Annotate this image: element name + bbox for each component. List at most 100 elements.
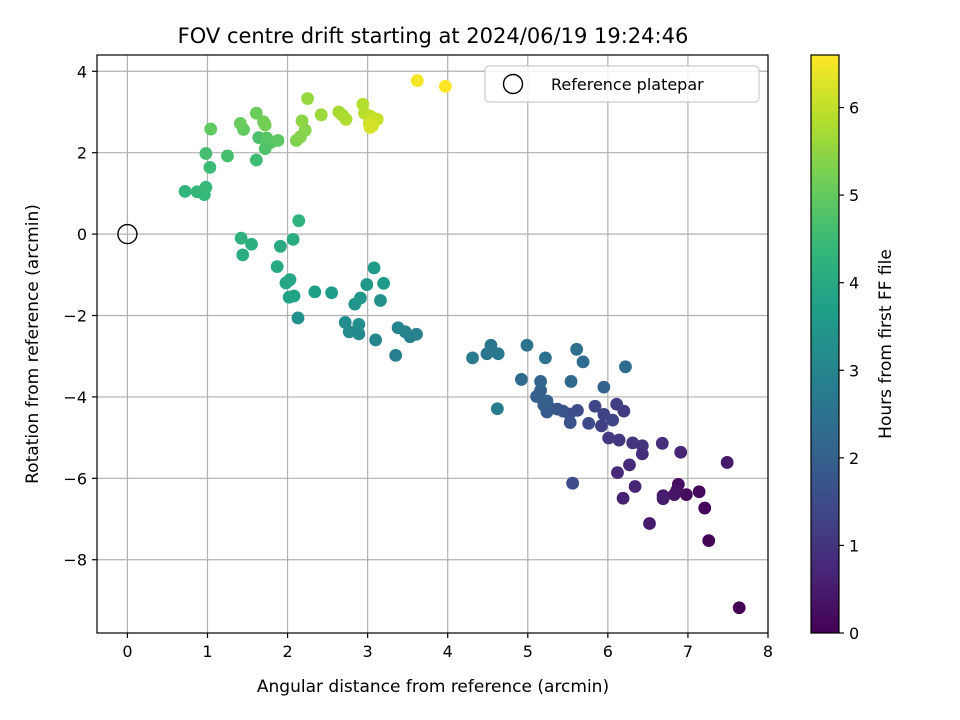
data-point [389,348,403,362]
data-point [480,347,494,361]
y-tick-label: −6 [63,469,87,488]
data-point [438,79,452,93]
data-point [540,394,554,408]
data-point [698,501,712,515]
data-point [588,399,602,413]
data-point [720,456,734,469]
data-point [363,121,377,134]
data-point [325,286,339,300]
data-point [245,237,258,251]
y-tick-label: −2 [63,307,87,326]
data-point [612,433,626,447]
data-point [563,416,577,429]
colorbar-label: Hours from first FF file [876,249,896,439]
data-point [271,134,285,147]
reference-marker-group [117,223,138,245]
x-tick-label: 7 [683,642,693,661]
data-point [204,122,218,136]
data-point [249,153,263,167]
data-point [236,248,250,262]
data-point [674,445,688,459]
chart-title: FOV centre drift starting at 2024/06/19 … [178,24,689,48]
x-tick-label: 4 [443,642,453,661]
x-tick-label: 0 [122,642,132,661]
data-point [178,184,192,198]
data-point [597,380,611,394]
data-point [643,517,656,530]
y-tick-label: −4 [63,388,87,407]
data-point [692,485,706,499]
data-point [352,318,366,331]
data-point [199,147,213,160]
data-point [287,289,301,303]
y-tick-label: 4 [77,62,87,81]
data-point [582,416,596,430]
data-point [391,321,405,335]
data-point [374,294,387,307]
legend: Reference platepar [484,65,760,103]
data-point [626,436,640,450]
data-point [655,436,669,450]
data-point [616,491,630,505]
data-point [301,92,314,105]
data-point [623,458,636,472]
data-point [514,373,528,386]
data-point [635,439,649,453]
y-tick-label: 0 [77,225,87,244]
data-point [233,116,247,130]
data-point [595,419,608,433]
data-point [530,390,543,403]
data-point [292,214,306,228]
data-point [221,149,234,163]
data-point [283,273,297,287]
data-point [570,342,584,356]
data-point [234,231,248,245]
data-point [667,488,681,502]
legend-label-reference: Reference platepar [551,75,704,94]
data-point [295,114,309,128]
data-point [199,180,213,194]
data-point [564,375,578,388]
data-point [367,261,381,275]
data-point [534,375,547,388]
data-point [270,260,284,274]
x-tick-label: 2 [282,642,292,661]
data-point [490,402,504,416]
y-axis-ticks: 4 2 0 −2 −4 −6 −8 [63,62,97,570]
x-tick-label: 8 [763,642,773,661]
data-point [520,338,534,352]
data-point [360,278,374,291]
data-point [611,466,624,480]
data-point [576,355,590,369]
data-point [606,413,620,427]
data-point [610,397,624,411]
data-point [619,360,632,374]
x-axis-label: Angular distance from reference (arcmin) [257,677,609,697]
reference-platepar-marker [117,223,138,245]
data-point [466,351,479,365]
colorbar-tick-label: 3 [849,361,859,380]
data-point [338,316,352,329]
legend-box [484,65,760,103]
data-point [410,327,423,341]
data-points [178,74,746,615]
colorbar-tick-label: 2 [849,449,859,468]
data-point [539,351,552,365]
colorbar-tick-label: 6 [849,99,859,118]
data-point [286,232,300,246]
colorbar-tick-label: 4 [849,274,859,293]
data-point [369,333,383,347]
data-point [352,327,366,341]
colorbar-tick-label: 5 [849,186,859,205]
colorbar-tick-label: 0 [849,624,859,643]
colorbar-tick-label: 1 [849,536,859,555]
colorbar-bar [810,54,840,634]
data-point [258,118,272,132]
data-point [354,291,367,305]
data-point [732,601,746,615]
data-point [273,239,287,253]
y-tick-label: 2 [77,144,87,163]
y-axis-label: Rotation from reference (arcmin) [23,204,43,484]
x-axis-ticks: 0 1 2 3 4 5 6 7 8 [122,633,773,661]
